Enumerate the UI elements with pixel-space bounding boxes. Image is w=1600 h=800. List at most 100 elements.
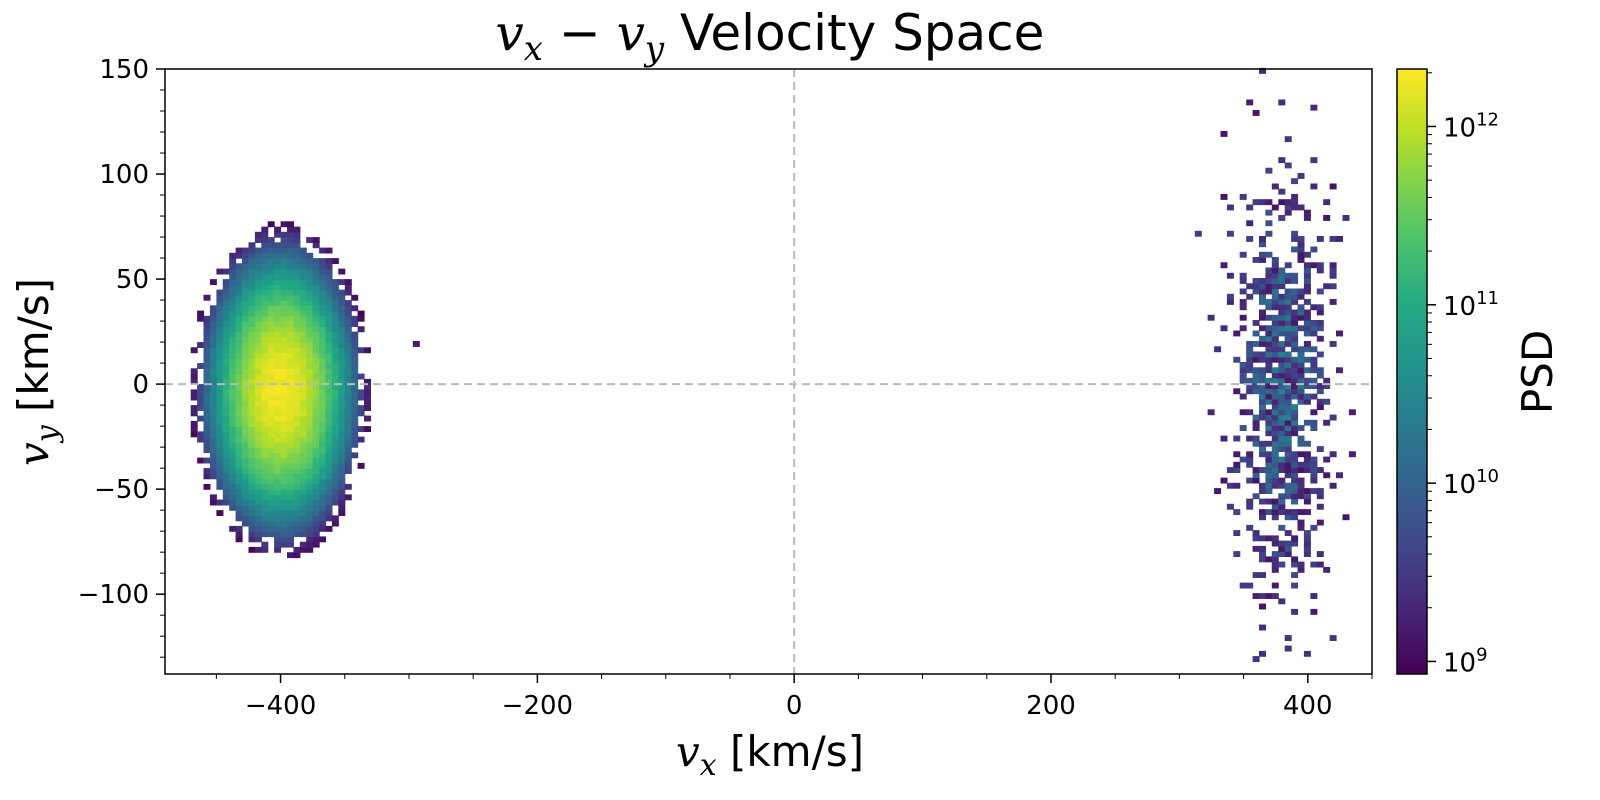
heatmap-cell [287, 457, 294, 464]
heatmap-cell [235, 536, 243, 543]
heatmap-cell [203, 315, 211, 322]
heatmap-cell [274, 279, 282, 285]
heatmap-cell [1291, 199, 1299, 206]
heatmap-cell [267, 415, 275, 422]
heatmap-cell [274, 420, 282, 427]
heatmap-cell [293, 258, 301, 264]
heatmap-cell [293, 483, 301, 490]
heatmap-cell [248, 426, 256, 432]
heatmap-cell [1271, 257, 1279, 263]
heatmap-cell [209, 415, 217, 422]
heatmap-cell [222, 357, 230, 364]
heatmap-cell [312, 289, 320, 296]
heatmap-cell [299, 452, 307, 459]
heatmap-cell [1265, 430, 1273, 437]
heatmap-cell [274, 252, 282, 259]
heatmap-cell [325, 447, 333, 453]
heatmap-cell [274, 289, 282, 296]
heatmap-cell [325, 268, 333, 275]
heatmap-cell [1271, 472, 1279, 479]
heatmap-cell [274, 363, 282, 369]
heatmap-cell [331, 284, 339, 291]
heatmap-cell [1297, 488, 1305, 494]
heatmap-cell [216, 399, 224, 406]
heatmap-cell [331, 473, 339, 480]
heatmap-cell [242, 289, 249, 296]
heatmap-cell [1271, 314, 1279, 321]
heatmap-cell [1265, 398, 1273, 405]
heatmap-cell [306, 489, 314, 495]
heatmap-cell [325, 525, 333, 532]
heatmap-cell [1336, 236, 1343, 242]
heatmap-cell [1259, 199, 1266, 206]
heatmap-cell [364, 394, 371, 401]
heatmap-cell [319, 389, 327, 396]
heatmap-cell [267, 520, 275, 527]
heatmap-cell [312, 357, 320, 364]
heatmap-cell [209, 452, 217, 459]
heatmap-cell [299, 447, 307, 453]
heatmap-cell [242, 473, 249, 480]
heatmap-cell [287, 300, 294, 306]
heatmap-cell [248, 394, 256, 401]
heatmap-cell [222, 462, 230, 469]
heatmap-cell [1259, 377, 1266, 384]
heatmap-cell [351, 426, 359, 432]
heatmap-cell [1297, 288, 1305, 295]
heatmap-cell [1271, 409, 1279, 416]
heatmap-cell [229, 452, 237, 459]
heatmap-cell [1265, 209, 1273, 216]
heatmap-cell [338, 363, 346, 369]
heatmap-cell [248, 536, 256, 543]
heatmap-cell [299, 378, 307, 385]
heatmap-cell [306, 389, 314, 396]
heatmap-cell [222, 373, 230, 380]
heatmap-cell [351, 336, 359, 343]
heatmap-cell [1310, 367, 1318, 374]
heatmap-cell [1284, 530, 1292, 536]
heatmap-cell [319, 289, 327, 296]
heatmap-cell [1329, 482, 1337, 489]
heatmap-cell [1291, 178, 1299, 185]
heatmap-cell [319, 499, 327, 506]
heatmap-cell [1297, 519, 1305, 526]
heatmap-cell [299, 462, 307, 469]
heatmap-cell [248, 410, 256, 417]
heatmap-cell [325, 405, 333, 411]
heatmap-cell [242, 273, 249, 280]
heatmap-cell [1284, 278, 1292, 284]
heatmap-cell [261, 489, 269, 495]
heatmap-cell [293, 263, 301, 270]
y-tick-label: 150 [99, 55, 149, 85]
heatmap-cell [1284, 262, 1292, 269]
heatmap-cell [1265, 414, 1273, 421]
heatmap-cell [1259, 388, 1266, 395]
heatmap-cell [1265, 472, 1273, 479]
heatmap-cell [1265, 440, 1273, 447]
y-tick-label: 50 [116, 265, 149, 295]
heatmap-cell [248, 352, 256, 359]
heatmap-cell [312, 279, 320, 285]
heatmap-cell [248, 336, 256, 343]
heatmap-cell [209, 368, 217, 375]
heatmap-cell [312, 504, 320, 511]
heatmap-cell [1303, 461, 1311, 468]
heatmap-cell [331, 300, 339, 306]
heatmap-cell [1239, 251, 1247, 258]
heatmap-cell [1284, 409, 1292, 416]
colorbar-tick-label: 1010 [1443, 466, 1499, 500]
heatmap-cell [1246, 435, 1254, 442]
heatmap-cell [306, 510, 314, 516]
heatmap-cell [293, 321, 301, 327]
heatmap-cell [299, 352, 307, 359]
heatmap-cell [364, 426, 371, 432]
heatmap-cell [331, 462, 339, 469]
heatmap-cell [1252, 278, 1260, 284]
heatmap-cell [293, 336, 301, 343]
colorbar-label: PSD [1513, 330, 1562, 414]
heatmap-cell [331, 499, 339, 506]
heatmap-cell [299, 321, 307, 327]
heatmap-cell [287, 436, 294, 443]
heatmap-cell [235, 441, 243, 448]
